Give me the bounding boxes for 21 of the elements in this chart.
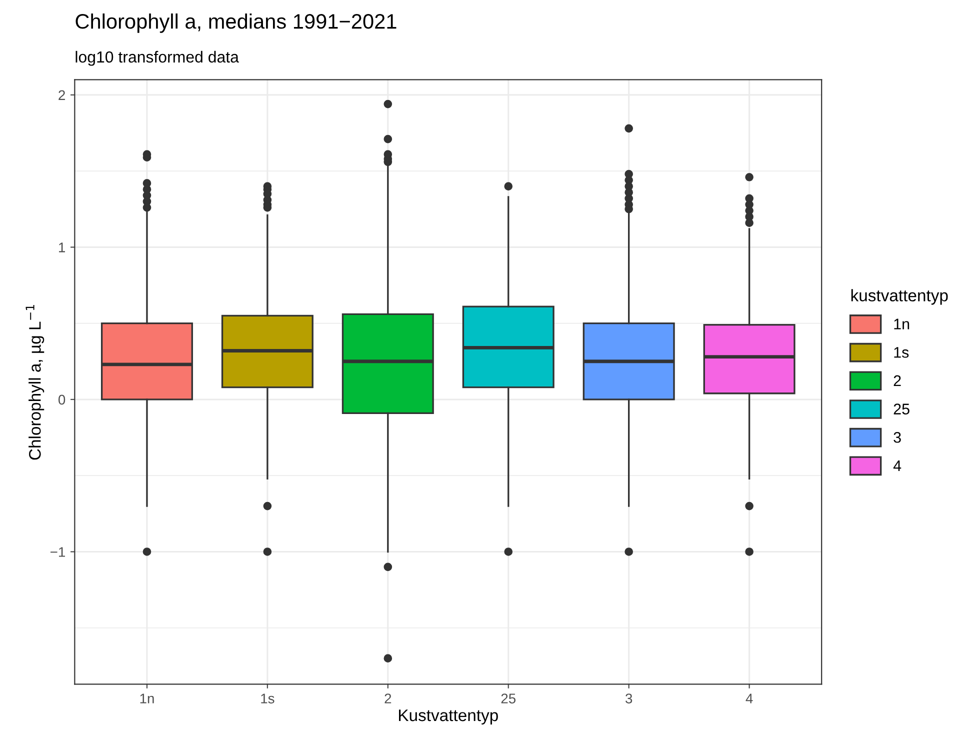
legend-label: 2 — [894, 375, 901, 386]
legend-label: 1n — [894, 318, 910, 330]
y-axis-title: Chlorophyll a, µg L$^{−1}$ — [26, 304, 44, 460]
legend-label: 1s — [894, 347, 909, 358]
x-tick-label: 4 — [746, 694, 753, 704]
x-axis-title: Kustvattentyp — [399, 710, 498, 725]
chart-subtitle: log10 transformed data — [76, 50, 239, 66]
x-tick-label: 25 — [501, 694, 516, 704]
legend-title: kustvattentyp — [851, 289, 948, 305]
y-tick-label: 1 — [59, 242, 65, 252]
x-tick-label: 1s — [261, 694, 274, 704]
y-tick-label: −1 — [50, 547, 65, 557]
x-tick-label: 1n — [140, 694, 154, 704]
legend-label: 3 — [894, 432, 901, 443]
y-tick-label: 0 — [58, 394, 66, 405]
y-tick-label: 2 — [58, 90, 65, 100]
x-tick-label: 2 — [384, 694, 392, 704]
chart-title: Chlorophyll a, medians 1991−2021 — [76, 13, 396, 33]
x-tick-label: 3 — [626, 694, 632, 704]
legend-label: 25 — [894, 404, 910, 414]
legend-label: 4 — [893, 460, 902, 471]
